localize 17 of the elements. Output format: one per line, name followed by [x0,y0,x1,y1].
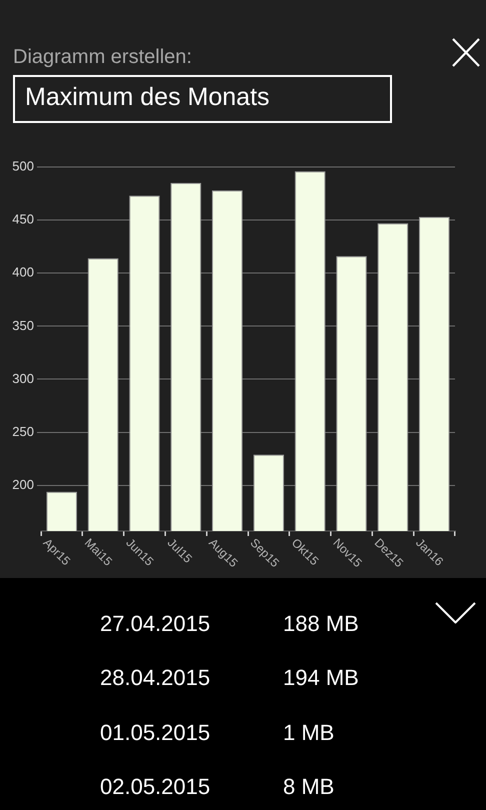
text: 194 MB [283,665,359,690]
chart-subtitle: Maximum des Monats [25,83,270,111]
chart-title: Diagramm erstellen: [13,46,192,68]
y-tick-label: 450 [12,212,34,227]
text: 1 MB [283,720,334,745]
y-tick-label: 200 [12,476,34,492]
y-tick-label: 300 [12,370,34,386]
y-tick-label: 400 [12,264,34,280]
y-tick-label: 500 [12,158,34,174]
text: 27.04.2015 [100,611,210,636]
text: 188 MB [283,611,359,636]
y-tick-label: 250 [12,424,34,439]
text: 01.05.2015 [100,720,210,745]
text: 8 MB [283,774,334,799]
text: 28.04.2015 [100,665,210,690]
y-tick-label: 350 [12,318,34,333]
text: 02.05.2015 [100,774,210,799]
